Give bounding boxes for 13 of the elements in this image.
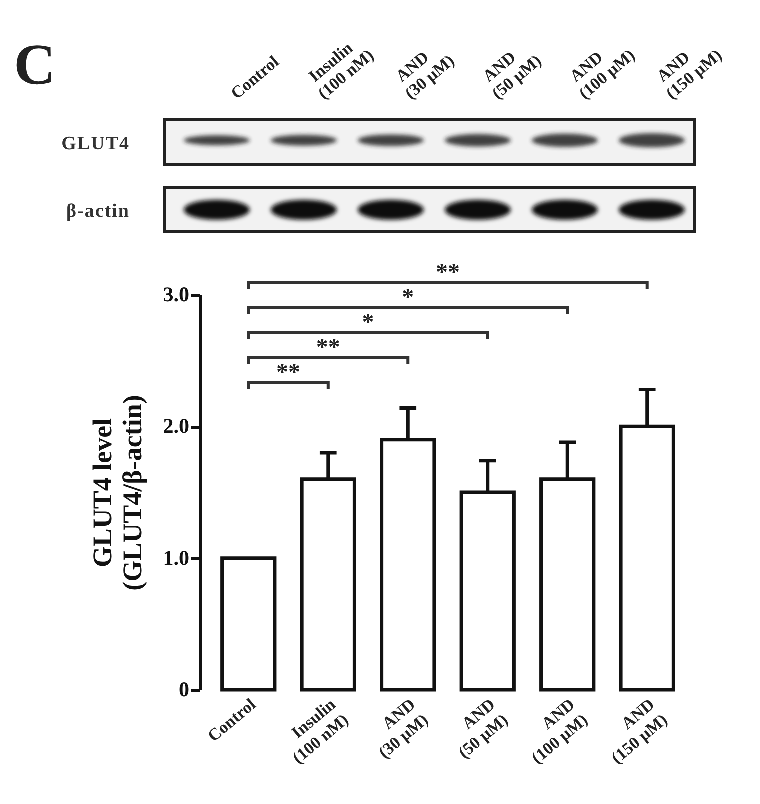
text: β-actin (66, 201, 130, 222)
text: ** (436, 260, 460, 286)
chart-title: C (14, 32, 56, 97)
annotation: * (362, 310, 374, 336)
y-tick-label: 0 (179, 678, 190, 702)
y-tick-label: 3.0 (163, 282, 190, 306)
y-tick-label: 2.0 (163, 414, 190, 438)
annotation: ** (316, 335, 340, 361)
annotation: ** (276, 360, 301, 386)
y-tick-label: 1.0 (163, 546, 190, 570)
text: GLUT4 (62, 134, 130, 154)
annotation: * (402, 285, 414, 311)
y-axis-title: GLUT4 level (GLUT4/β-actin) (87, 395, 148, 591)
